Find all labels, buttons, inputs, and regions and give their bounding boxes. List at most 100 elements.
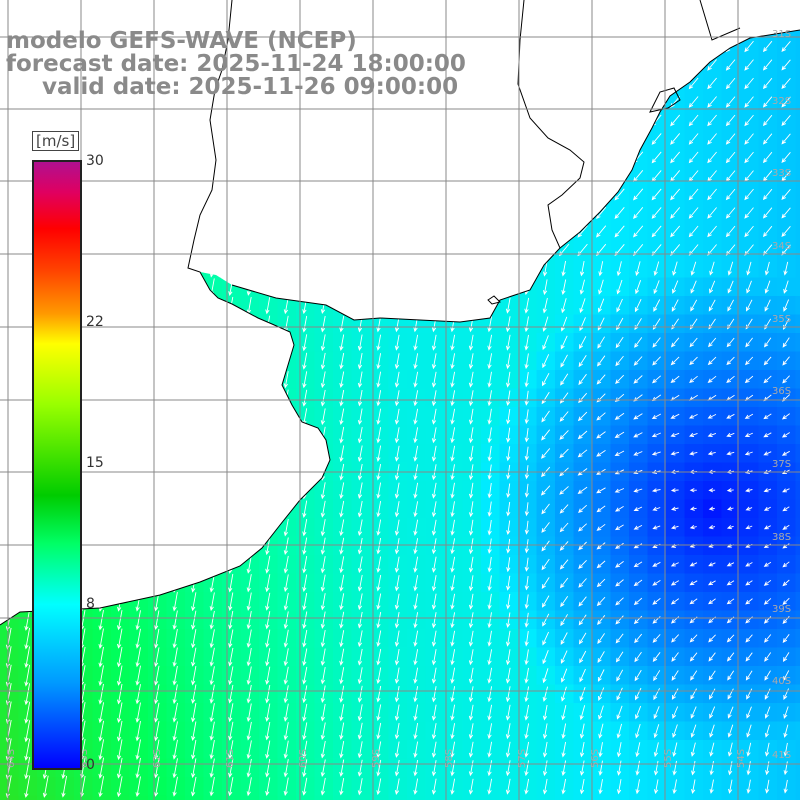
wind-arrow [154,647,160,668]
wind-arrow [688,96,699,108]
wind-arrow [246,648,252,667]
wind-arrow [450,445,456,462]
wind-arrow [579,723,585,739]
wind-arrow [782,337,790,348]
wind-arrow [394,427,400,444]
wind-arrow [283,371,289,389]
wind-arrow [781,41,791,52]
wind-arrow [320,352,326,370]
wind-arrow [302,334,308,352]
wind-arrow [745,506,753,511]
wind-arrow [542,686,549,702]
wind-arrow [524,390,529,406]
wind-arrow [781,189,791,200]
wind-arrow [596,374,606,385]
sea-cell [703,795,723,800]
wind-arrow [487,686,493,703]
wind-arrow [505,371,511,388]
sea-cell [795,370,800,390]
wind-arrow [763,432,772,438]
wind-arrow [725,151,736,164]
wind-arrow [357,390,363,407]
wind-arrow [707,59,717,71]
wind-arrow [302,500,308,518]
wind-arrow [782,506,790,512]
sea-cell [444,795,464,800]
wind-arrow [320,593,326,611]
wind-arrow [283,555,289,574]
sea-cell [795,30,800,38]
sea-cell [0,795,20,800]
wind-arrow [633,375,643,384]
wind-arrow [524,446,529,461]
sea-cell [795,148,800,168]
wind-arrow [413,667,419,684]
wind-arrow [542,316,549,332]
latitude-label: 35S [772,314,791,325]
wind-arrow [725,59,736,71]
wind-arrow [652,598,661,605]
wind-arrow [670,432,680,438]
wind-arrow [228,740,234,760]
wind-arrow [468,686,474,703]
wind-arrow [597,298,605,313]
wind-arrow [357,334,363,351]
wind-arrow [450,649,456,666]
wind-arrow [191,647,197,667]
wind-arrow [577,411,588,422]
sea-cell [351,795,371,800]
wind-arrow [487,630,492,647]
wind-arrow [450,593,456,610]
wind-arrow [744,188,754,201]
wind-arrow [744,133,754,145]
wind-arrow [413,390,419,407]
wind-arrow [651,133,662,145]
wind-arrow [320,574,326,592]
wind-arrow [339,371,345,389]
wind-arrow [357,648,363,666]
wind-arrow [725,133,736,145]
wind-arrow [357,408,363,425]
sea-cell [795,647,800,667]
wind-arrow [689,337,698,348]
sea-cell [795,758,800,778]
wind-arrow [320,667,326,685]
wind-arrow [394,612,400,629]
wind-arrow [320,556,326,574]
wind-arrow [283,611,289,630]
wind-arrow [246,592,252,611]
wind-arrow [707,207,717,219]
wind-arrow [450,353,456,370]
wind-arrow [265,574,271,593]
wind-arrow [616,742,622,758]
wind-arrow [394,723,400,740]
wind-arrow [651,451,661,456]
wind-arrow [746,724,752,738]
wind-arrow [228,721,234,741]
sea-cell [795,259,800,279]
sea-cell [259,795,279,800]
wind-arrow [633,188,644,201]
wind-arrow [505,630,511,647]
wind-arrow [726,356,735,366]
wind-arrow [616,298,623,313]
wind-arrow [116,628,123,649]
sea-cell [740,795,760,800]
wind-arrow [689,432,698,437]
sea-cell [388,795,408,800]
wind-arrow [596,596,606,607]
wind-arrow [394,649,400,666]
wind-arrow [450,390,456,407]
wind-arrow [191,684,197,704]
wind-arrow [596,560,606,569]
wind-arrow [725,225,736,238]
wind-arrow [153,739,160,760]
wind-arrow [670,225,681,238]
wind-arrow [246,684,252,704]
sea-cell [795,795,800,800]
wind-arrow [431,427,437,444]
wind-arrow [98,720,105,742]
wind-arrow [265,740,271,759]
wind-arrow [615,561,624,568]
wind-arrow [302,371,308,389]
